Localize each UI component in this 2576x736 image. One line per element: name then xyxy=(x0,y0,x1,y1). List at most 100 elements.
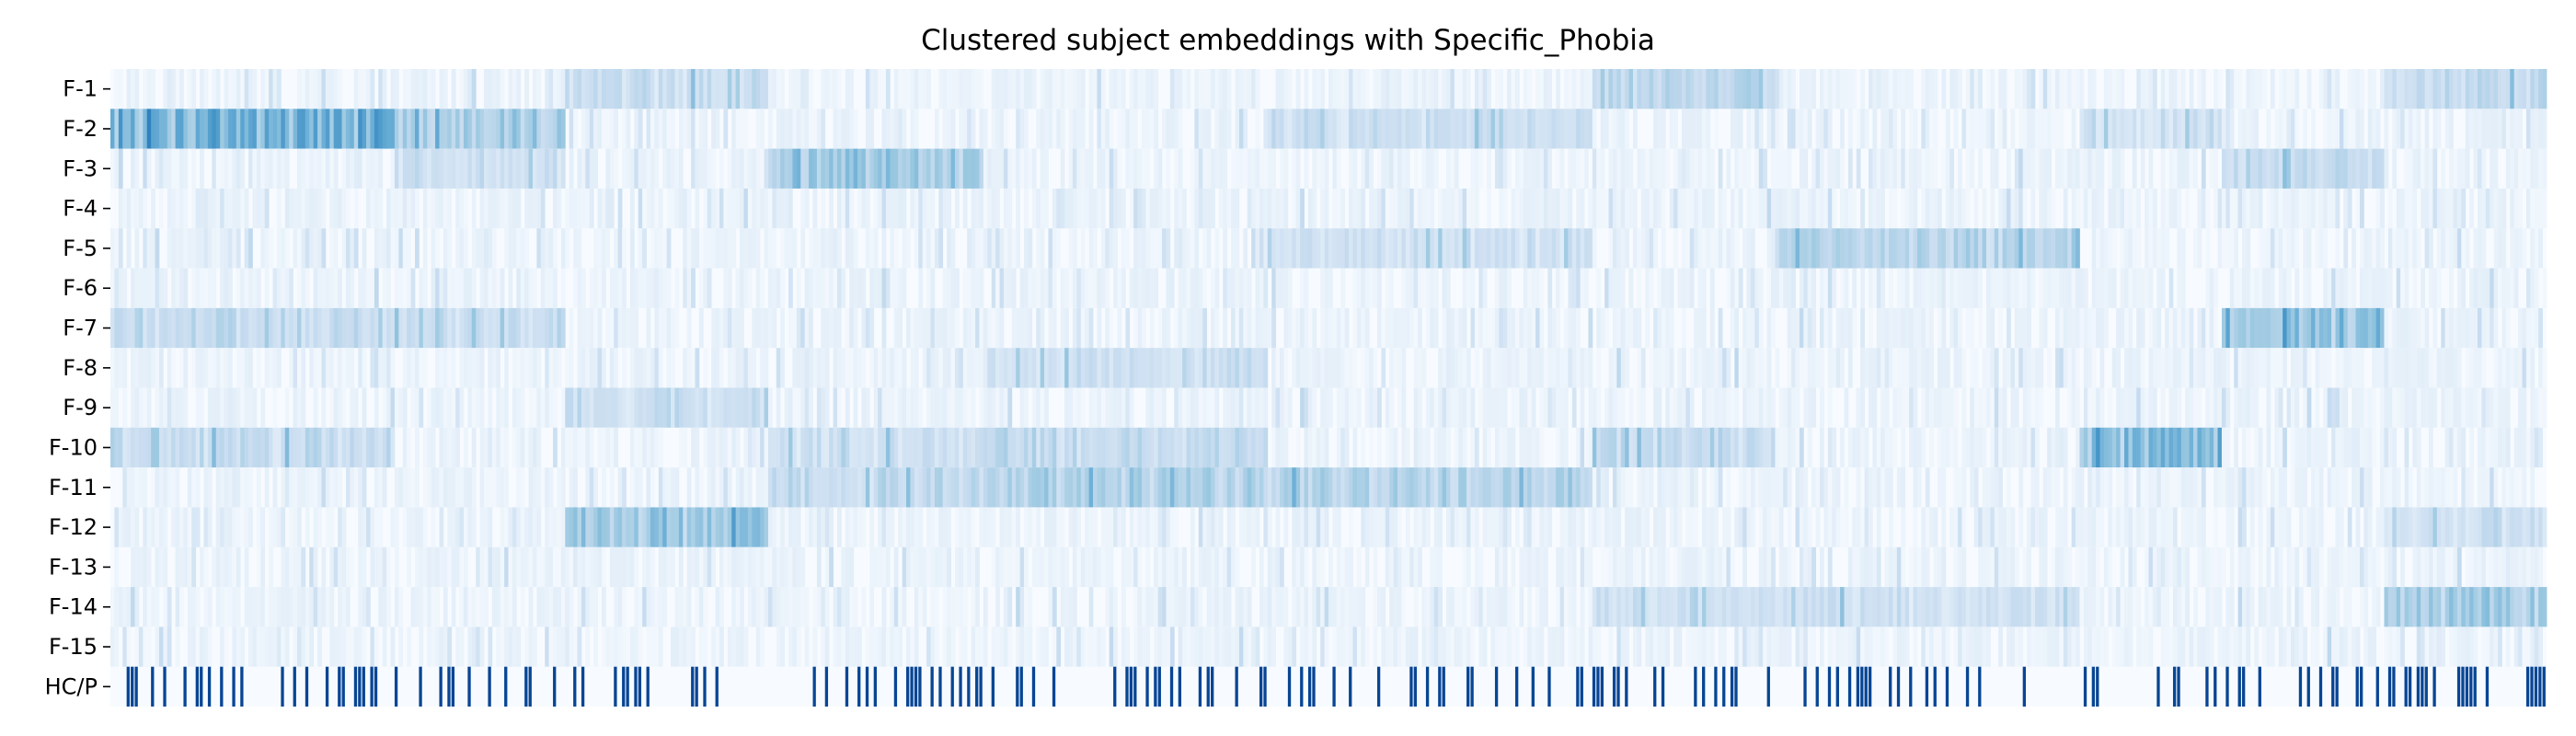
heatmap-cell xyxy=(1011,148,1017,189)
heatmap-cell xyxy=(719,627,724,667)
heatmap-cell xyxy=(1584,546,1589,588)
heatmap-cell-hcp xyxy=(293,666,296,707)
heatmap-cell xyxy=(1418,228,1422,269)
heatmap-cell xyxy=(764,387,769,428)
heatmap-cell xyxy=(816,587,822,627)
heatmap-cell xyxy=(979,427,984,468)
heatmap-cell xyxy=(536,546,542,588)
heatmap-cell xyxy=(1677,188,1683,229)
heatmap-cell xyxy=(1543,228,1548,269)
heatmap-cell xyxy=(666,109,672,149)
heatmap-cell xyxy=(1031,69,1037,109)
heatmap-cell xyxy=(1259,148,1264,189)
heatmap-cell xyxy=(1300,348,1305,388)
heatmap-cell xyxy=(1182,546,1187,588)
heatmap-cell xyxy=(333,427,339,468)
heatmap-cell xyxy=(597,307,603,349)
heatmap-cell xyxy=(203,307,209,349)
heatmap-cell xyxy=(1653,627,1658,667)
heatmap-cell xyxy=(1312,627,1317,667)
heatmap-cell xyxy=(1036,546,1041,588)
heatmap-cell xyxy=(740,507,744,547)
heatmap-cell xyxy=(991,148,996,189)
heatmap-cell xyxy=(1016,348,1020,388)
heatmap-cell xyxy=(1295,467,1301,508)
heatmap-cell xyxy=(1149,268,1155,308)
heatmap-cell xyxy=(1539,268,1545,308)
heatmap-cell xyxy=(1287,467,1293,508)
heatmap-cell xyxy=(788,387,793,428)
heatmap-cell xyxy=(764,507,769,547)
heatmap-cell xyxy=(1551,467,1557,508)
heatmap-cell xyxy=(1612,348,1617,388)
heatmap-cell xyxy=(666,387,672,428)
heatmap-cell xyxy=(1433,307,1439,349)
heatmap-cell xyxy=(431,307,436,349)
heatmap-cell xyxy=(683,387,688,428)
heatmap-cell xyxy=(1133,348,1138,388)
heatmap-cell xyxy=(609,148,615,189)
heatmap-cell xyxy=(1003,188,1008,229)
heatmap-cell xyxy=(1324,188,1329,229)
heatmap-cell xyxy=(1361,148,1366,189)
heatmap-cell xyxy=(1677,587,1683,627)
heatmap-cell xyxy=(975,268,980,308)
heatmap-cell xyxy=(236,69,241,109)
heatmap-cell xyxy=(284,307,290,349)
heatmap-cell xyxy=(1620,69,1626,109)
heatmap-cell xyxy=(902,427,907,468)
heatmap-cell xyxy=(1433,467,1439,508)
heatmap-cell xyxy=(1661,427,1666,468)
heatmap-cell xyxy=(1543,348,1548,388)
heatmap-cell xyxy=(666,228,672,269)
heatmap-cell xyxy=(812,467,818,508)
heatmap-cell xyxy=(959,546,964,588)
heatmap-cell xyxy=(508,188,513,229)
heatmap-cell xyxy=(410,507,416,547)
heatmap-cell xyxy=(289,587,293,627)
heatmap-cell xyxy=(914,148,919,189)
heatmap-cell xyxy=(1361,348,1366,388)
heatmap-cell xyxy=(305,627,310,667)
heatmap-cell xyxy=(455,467,460,508)
heatmap-cell xyxy=(362,148,367,189)
heatmap-cell xyxy=(1458,427,1464,468)
heatmap-cell xyxy=(1361,587,1366,627)
heatmap-cell xyxy=(195,467,201,508)
heatmap-cell xyxy=(962,109,968,149)
heatmap-cell xyxy=(1405,307,1410,349)
heatmap-cell xyxy=(151,69,155,109)
heatmap-cell xyxy=(1113,228,1118,269)
heatmap-cell xyxy=(1019,427,1025,468)
heatmap-cell xyxy=(171,467,177,508)
heatmap-cell xyxy=(597,546,603,588)
heatmap-cell xyxy=(703,268,708,308)
heatmap-cell xyxy=(1031,427,1037,468)
heatmap-cell xyxy=(1113,467,1118,508)
heatmap-cell xyxy=(439,268,444,308)
heatmap-cell xyxy=(419,69,424,109)
heatmap-cell xyxy=(1576,348,1581,388)
heatmap-cell xyxy=(374,307,379,349)
heatmap-cell xyxy=(407,307,411,349)
heatmap-cell xyxy=(203,188,209,229)
heatmap-cell xyxy=(1218,507,1224,547)
heatmap-cell xyxy=(995,148,1000,189)
heatmap-cell xyxy=(1312,69,1317,109)
heatmap-cell xyxy=(1482,307,1488,349)
heatmap-cell xyxy=(516,188,522,229)
heatmap-cell xyxy=(1470,268,1476,308)
heatmap-cell xyxy=(269,507,273,547)
heatmap-cell xyxy=(1502,427,1508,468)
heatmap-cell xyxy=(1487,148,1491,189)
heatmap-cell xyxy=(1612,387,1617,428)
heatmap-cell xyxy=(1169,427,1175,468)
heatmap-cell xyxy=(1186,69,1191,109)
heatmap-cell xyxy=(609,268,615,308)
heatmap-cell xyxy=(1685,546,1691,588)
heatmap-cell xyxy=(402,348,408,388)
heatmap-cell xyxy=(1198,507,1203,547)
heatmap-cell xyxy=(1478,467,1484,508)
heatmap-cell xyxy=(410,307,416,349)
heatmap-cell xyxy=(849,546,855,588)
